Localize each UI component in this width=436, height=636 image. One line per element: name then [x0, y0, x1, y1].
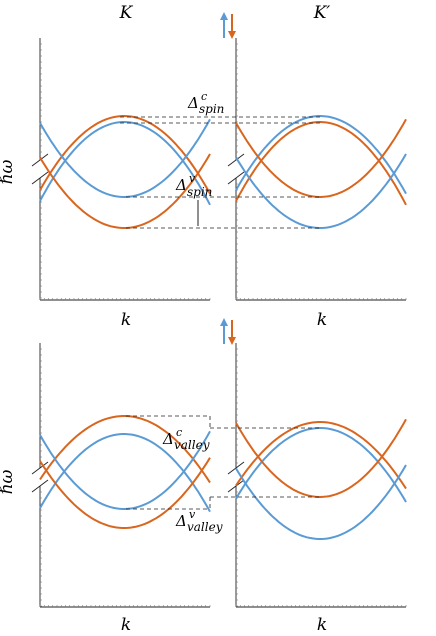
svg-text:v: v	[189, 172, 196, 185]
svg-text:c: c	[176, 426, 182, 439]
svg-text:Δ: Δ	[175, 512, 187, 530]
momentum-label-bottom-right: k	[317, 615, 327, 635]
svg-text:spin: spin	[187, 185, 212, 199]
svg-text:spin: spin	[199, 102, 224, 116]
bottom-left-break-mark	[31, 479, 49, 493]
valence-band-spin-down-Kprime	[235, 118, 407, 198]
valence-band-spin-up-K	[39, 118, 211, 198]
delta-spin-c-label: Δ c spin	[187, 90, 224, 116]
conduction-band-spin-up-Kprime-b	[235, 427, 407, 503]
energy-axis-label-top: ℏω	[0, 159, 17, 184]
bottom-left-break-mark	[31, 461, 49, 475]
spin-down-arrow-icon	[228, 14, 236, 39]
valence-band-spin-down-K-b	[39, 457, 211, 529]
svg-text:Δ: Δ	[187, 94, 199, 112]
svg-text:v: v	[189, 508, 196, 521]
svg-text:c: c	[201, 90, 207, 103]
conduction-band-spin-up-K-b	[39, 433, 211, 513]
top-right-break-mark	[227, 153, 245, 167]
energy-axis-label-bottom: ℏω	[0, 469, 17, 494]
spin-down-arrow-icon	[228, 320, 236, 345]
guide-lines	[120, 116, 320, 510]
delta-spin-v-label: Δ v spin	[175, 172, 212, 199]
svg-text:Δ: Δ	[175, 176, 187, 194]
axes	[31, 38, 407, 608]
valley-kprime-label: K′	[313, 3, 331, 23]
momentum-label-bottom-left: k	[121, 615, 131, 635]
valley-k-label: K	[119, 3, 134, 23]
momentum-label-top-right: k	[317, 310, 327, 330]
svg-text:valley: valley	[174, 438, 210, 452]
svg-text:valley: valley	[187, 520, 223, 534]
bottom-right-break-mark	[227, 479, 245, 493]
top-left-break-mark	[31, 171, 49, 185]
conduction-band-spin-down-Kprime	[235, 121, 407, 206]
top-right-break-mark	[227, 171, 245, 185]
top-left-break-mark	[31, 153, 49, 167]
band-curves	[39, 115, 407, 540]
delta-valley-c-label: Δ c valley	[162, 426, 210, 452]
conduction-band-spin-down-Kprime-b	[235, 421, 407, 490]
valence-band-spin-down-Kprime-b	[235, 418, 407, 498]
valence-band-spin-up-Kprime-b	[235, 464, 407, 540]
valence-band-spin-down-K	[39, 153, 211, 229]
conduction-band-spin-down-K-b	[39, 415, 211, 484]
delta-valley-v-label: Δ v valley	[175, 508, 223, 534]
bottom-right-break-mark	[227, 461, 245, 475]
valence-band-spin-up-K-b	[39, 430, 211, 510]
svg-text:Δ: Δ	[162, 430, 174, 448]
valence-band-spin-up-Kprime	[235, 153, 407, 229]
conduction-band-spin-up-Kprime	[235, 115, 407, 195]
conduction-band-spin-down-K	[39, 115, 211, 195]
spin-up-arrow-icon	[220, 12, 228, 38]
conduction-band-spin-up-K	[39, 121, 211, 206]
spin-up-arrow-icon	[220, 318, 228, 344]
momentum-label-top-left: k	[121, 310, 131, 330]
